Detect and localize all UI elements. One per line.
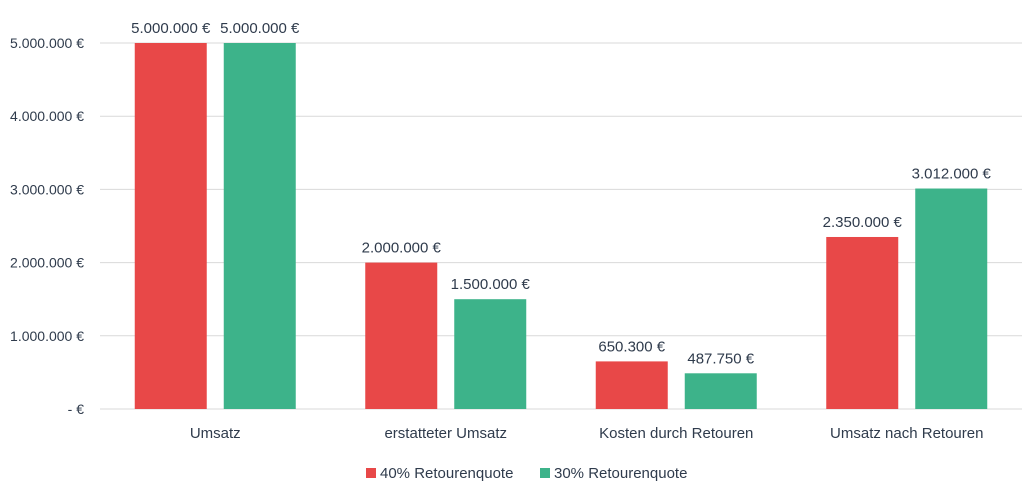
y-tick-label: 5.000.000 €	[10, 35, 84, 51]
x-tick-label: Umsatz nach Retouren	[830, 425, 983, 442]
legend-swatch	[540, 468, 550, 478]
legend-label: 30% Retourenquote	[554, 465, 687, 482]
bar	[915, 188, 988, 409]
y-tick-label: 1.000.000 €	[10, 328, 84, 344]
bar	[826, 236, 899, 409]
bar	[454, 299, 527, 409]
bar	[365, 262, 438, 409]
bar	[684, 373, 757, 409]
y-tick-label: - €	[68, 401, 85, 417]
y-tick-label: 3.000.000 €	[10, 181, 84, 197]
y-tick-label: 4.000.000 €	[10, 108, 84, 124]
x-tick-label: erstatteter Umsatz	[384, 425, 507, 442]
legend-label: 40% Retourenquote	[380, 465, 513, 482]
x-tick-label: Umsatz	[190, 425, 241, 442]
data-label: 650.300 €	[598, 338, 665, 355]
x-tick-label: Kosten durch Retouren	[599, 425, 753, 442]
bar	[595, 361, 668, 409]
data-label: 487.750 €	[687, 350, 754, 367]
data-label: 2.350.000 €	[823, 214, 903, 231]
data-label: 5.000.000 €	[131, 20, 211, 37]
data-label: 5.000.000 €	[220, 20, 300, 37]
data-label: 3.012.000 €	[912, 166, 992, 183]
data-label: 2.000.000 €	[362, 240, 442, 257]
y-tick-label: 2.000.000 €	[10, 255, 84, 271]
bar	[134, 43, 207, 409]
bar	[223, 43, 296, 409]
legend-swatch	[366, 468, 376, 478]
data-label: 1.500.000 €	[451, 276, 531, 293]
